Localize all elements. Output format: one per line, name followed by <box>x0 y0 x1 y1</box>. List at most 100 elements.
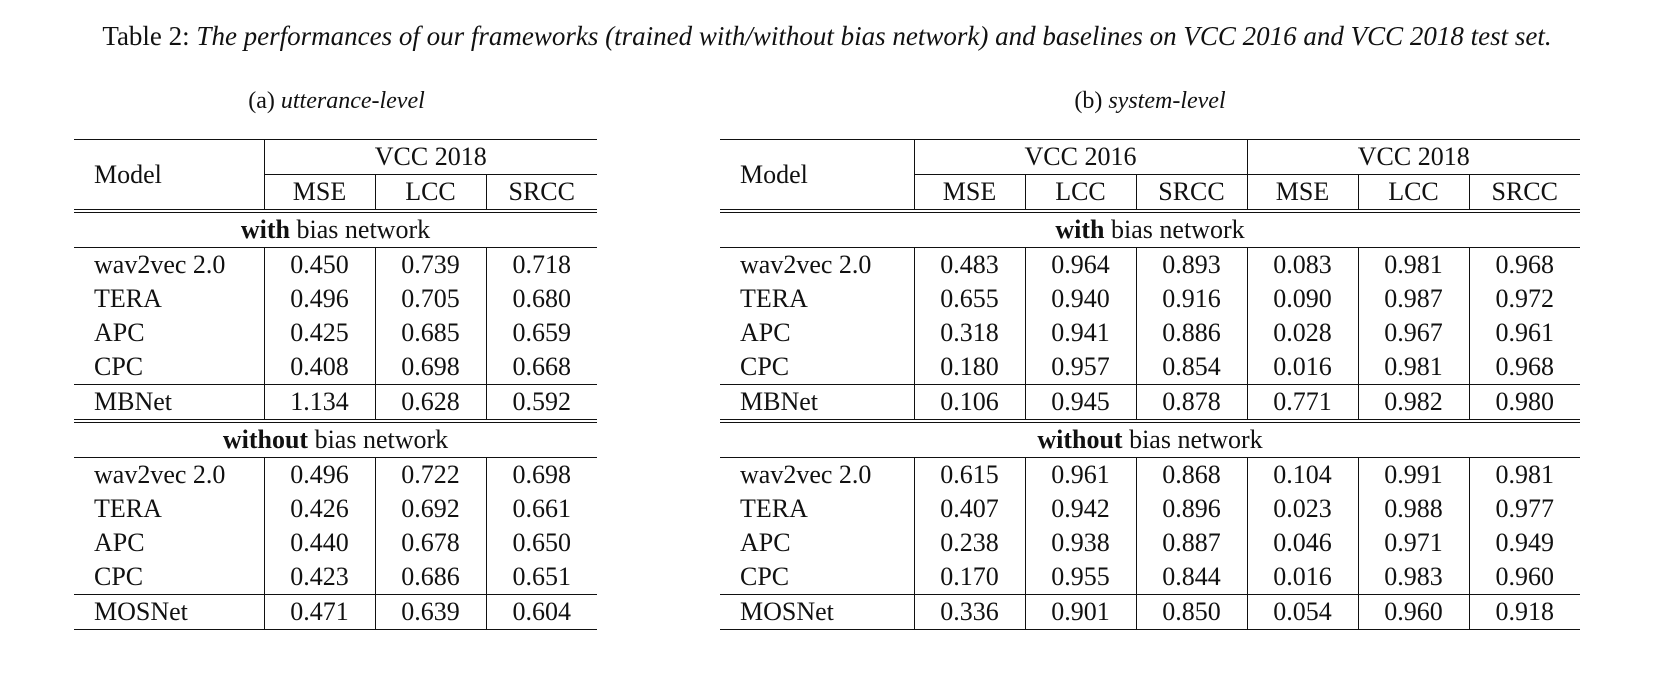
value-cell: 0.981 <box>1468 457 1580 492</box>
group-header-row: without bias network <box>720 419 1580 458</box>
table-row: CPC 0.408 0.698 0.668 <box>74 350 597 385</box>
subtable-b-caption: (b) system-level <box>720 86 1580 116</box>
model-name-cell: MOSNet <box>720 594 914 630</box>
value-cell: 0.961 <box>1468 316 1580 350</box>
metric-header: LCC <box>1357 174 1469 211</box>
metric-header: LCC <box>1024 174 1136 211</box>
value-cell: 0.180 <box>913 350 1025 385</box>
model-name-cell: wav2vec 2.0 <box>740 250 872 279</box>
table-header-row: Model VCC 2018 <box>74 139 597 211</box>
metric-header: SRCC <box>1468 174 1580 211</box>
value-cell: 0.615 <box>913 457 1025 492</box>
table-row: TERA 0.407 0.942 0.896 0.023 0.988 0.977 <box>720 492 1580 526</box>
value-cell: 0.961 <box>1024 457 1136 492</box>
value-cell: 0.628 <box>374 384 486 421</box>
metric-header: MSE <box>1246 174 1358 211</box>
value-cell: 0.686 <box>374 560 486 595</box>
model-name-cell: wav2vec 2.0 <box>740 460 872 489</box>
group-header: without bias network <box>720 419 1580 458</box>
model-name-cell: TERA <box>740 494 808 523</box>
table-row: TERA 0.496 0.705 0.680 <box>74 282 597 316</box>
baseline-row: MOSNet 0.471 0.639 0.604 <box>74 594 597 630</box>
metric-header: LCC <box>374 174 486 211</box>
subtable-a-prefix: (a) <box>248 88 275 114</box>
value-cell: 0.949 <box>1468 526 1580 560</box>
value-cell: 0.940 <box>1024 282 1136 316</box>
model-name-cell: APC <box>740 528 791 557</box>
value-cell: 0.680 <box>485 282 597 316</box>
table-row: TERA 0.655 0.940 0.916 0.090 0.987 0.972 <box>720 282 1580 316</box>
value-cell: 0.981 <box>1357 350 1469 385</box>
model-column-header: Model <box>74 139 264 211</box>
metric-header: SRCC <box>485 174 597 211</box>
system-level-table: Model VCC 2016 VCC 2018 MSE LCC SRCC MSE… <box>720 139 1580 630</box>
model-name-cell: APC <box>740 318 791 347</box>
value-cell: 0.104 <box>1246 457 1358 492</box>
model-name-cell: MBNet <box>74 384 264 421</box>
model-name-cell: TERA <box>94 284 162 313</box>
value-cell: 0.592 <box>485 384 597 421</box>
value-cell: 0.655 <box>913 282 1025 316</box>
value-cell: 0.983 <box>1357 560 1469 595</box>
model-name-cell: TERA <box>740 284 808 313</box>
value-cell: 0.496 <box>263 457 375 492</box>
group-header: with bias network <box>720 209 1580 248</box>
value-cell: 0.771 <box>1246 384 1358 421</box>
table-row: wav2vec 2.0 0.615 0.961 0.868 0.104 0.991 0.98… <box>720 457 1580 492</box>
baseline-row: MBNet 0.106 0.945 0.878 0.771 0.982 0.980 <box>720 384 1580 421</box>
value-cell: 0.705 <box>374 282 486 316</box>
model-name-cell: MBNet <box>720 384 914 421</box>
value-cell: 0.170 <box>913 560 1025 595</box>
caption-label: Table 2: <box>102 21 190 51</box>
metric-header-row: MSE LCC SRCC <box>74 174 597 211</box>
value-cell: 0.426 <box>263 492 375 526</box>
value-cell: 0.661 <box>485 492 597 526</box>
metric-header-row: MSE LCC SRCC MSE LCC SRCC <box>720 174 1580 211</box>
baseline-row: MOSNet 0.336 0.901 0.850 0.054 0.960 0.918 <box>720 594 1580 630</box>
value-cell: 1.134 <box>263 384 375 421</box>
group-header-row: with bias network <box>74 209 597 248</box>
value-cell: 0.945 <box>1024 384 1136 421</box>
dataset-header: VCC 2018 <box>1246 139 1580 175</box>
value-cell: 0.878 <box>1135 384 1247 421</box>
table-row: CPC 0.170 0.955 0.844 0.016 0.983 0.960 <box>720 560 1580 595</box>
model-name-cell: CPC <box>740 352 790 381</box>
value-cell: 0.957 <box>1024 350 1136 385</box>
model-column-header: Model <box>720 139 914 211</box>
subtable-a-name: utterance-level <box>280 88 425 114</box>
model-name-cell: CPC <box>94 562 144 591</box>
table-row: APC 0.440 0.678 0.650 <box>74 526 597 560</box>
table-row: APC 0.425 0.685 0.659 <box>74 316 597 350</box>
caption-title: The performances of our frameworks (trai… <box>196 21 1552 51</box>
value-cell: 0.960 <box>1468 560 1580 595</box>
value-cell: 0.425 <box>263 316 375 350</box>
value-cell: 0.844 <box>1135 560 1247 595</box>
value-cell: 0.854 <box>1135 350 1247 385</box>
value-cell: 0.991 <box>1357 457 1469 492</box>
value-cell: 0.604 <box>485 594 597 630</box>
value-cell: 0.678 <box>374 526 486 560</box>
value-cell: 0.238 <box>913 526 1025 560</box>
value-cell: 0.982 <box>1357 384 1469 421</box>
model-name-cell: APC <box>94 528 145 557</box>
value-cell: 0.916 <box>1135 282 1247 316</box>
value-cell: 0.090 <box>1246 282 1358 316</box>
value-cell: 0.987 <box>1357 282 1469 316</box>
value-cell: 0.887 <box>1135 526 1247 560</box>
value-cell: 0.941 <box>1024 316 1136 350</box>
value-cell: 0.971 <box>1357 526 1469 560</box>
model-name-cell: CPC <box>94 352 144 381</box>
model-name-cell: MOSNet <box>74 594 264 630</box>
value-cell: 0.964 <box>1024 247 1136 282</box>
subtable-b-name: system-level <box>1108 88 1226 114</box>
value-cell: 0.423 <box>263 560 375 595</box>
value-cell: 0.471 <box>263 594 375 630</box>
value-cell: 0.918 <box>1468 594 1580 630</box>
baseline-row: MBNet 1.134 0.628 0.592 <box>74 384 597 421</box>
value-cell: 0.692 <box>374 492 486 526</box>
value-cell: 0.960 <box>1357 594 1469 630</box>
value-cell: 0.046 <box>1246 526 1358 560</box>
model-name-cell: TERA <box>94 494 162 523</box>
value-cell: 0.938 <box>1024 526 1136 560</box>
value-cell: 0.668 <box>485 350 597 385</box>
